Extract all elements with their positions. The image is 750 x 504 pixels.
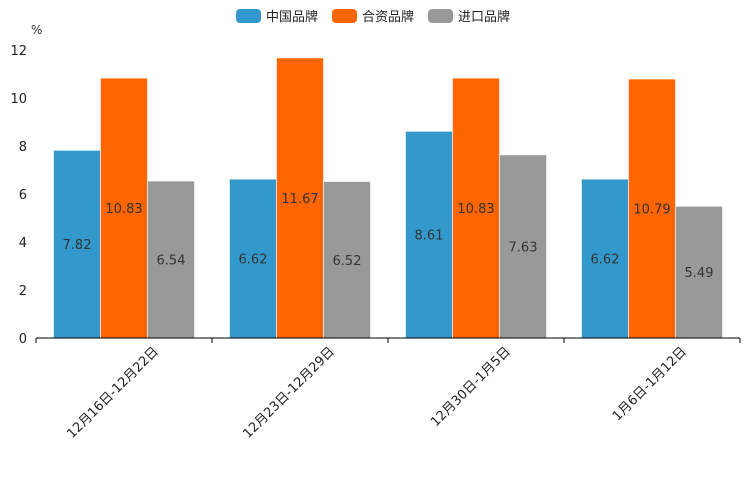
- legend-label[interactable]: 进口品牌: [458, 9, 510, 25]
- bars: 7.82 10.83 6.54 6.62 11.67 6.52 8.61 10.83 7.63 6…: [53, 57, 723, 339]
- legend-swatch[interactable]: [236, 9, 261, 23]
- x-tick-label: 12月30日-1月5日: [428, 344, 514, 430]
- bar[interactable]: [323, 181, 371, 339]
- bar[interactable]: [100, 77, 148, 339]
- bar-value-label: 11.67: [281, 192, 318, 207]
- bar-value-label: 10.79: [633, 203, 670, 218]
- bar-value-label: 8.61: [415, 229, 444, 244]
- bar[interactable]: [229, 178, 277, 339]
- x-tick-label: 12月23日-12月29日: [240, 344, 337, 441]
- bar[interactable]: [675, 205, 723, 339]
- bar[interactable]: [276, 57, 324, 339]
- legend: 中国品牌 合资品牌 进口品牌: [236, 9, 510, 25]
- y-tick-label: 4: [19, 236, 27, 251]
- bar-value-label: 7.63: [509, 240, 538, 255]
- y-tick-label: 0: [19, 332, 27, 347]
- bar-value-label: 5.49: [685, 266, 714, 281]
- x-tick-label: 1月6日-1月12日: [610, 344, 690, 424]
- bar-value-label: 7.82: [63, 238, 92, 253]
- bar-value-label: 6.54: [157, 254, 186, 269]
- y-tick-label: 2: [19, 284, 27, 299]
- bar[interactable]: [581, 178, 629, 339]
- y-tick-label: 10: [10, 92, 27, 107]
- bar-value-label: 6.62: [591, 253, 620, 268]
- legend-swatch[interactable]: [332, 9, 357, 23]
- bar-value-label: 10.83: [105, 202, 142, 217]
- bar-value-label: 6.62: [239, 253, 268, 268]
- legend-label[interactable]: 中国品牌: [266, 9, 318, 25]
- y-tick-label: 6: [19, 188, 27, 203]
- x-axis: 12月16日-12月22日 12月23日-12月29日 12月30日-1月5日 1月6…: [35, 337, 741, 442]
- y-axis-unit-label: %: [31, 23, 42, 37]
- y-axis: 0 2 4 6 8 10 12: [10, 44, 27, 347]
- bar[interactable]: [53, 150, 101, 339]
- bar[interactable]: [147, 180, 195, 339]
- bar-value-label: 6.52: [333, 254, 362, 269]
- bar-value-label: 10.83: [457, 202, 494, 217]
- legend-swatch[interactable]: [428, 9, 453, 23]
- y-tick-label: 8: [19, 140, 27, 155]
- x-tick-label: 12月16日-12月22日: [64, 344, 161, 441]
- bar[interactable]: [452, 77, 500, 339]
- y-tick-label: 12: [10, 44, 27, 59]
- legend-label[interactable]: 合资品牌: [362, 9, 414, 25]
